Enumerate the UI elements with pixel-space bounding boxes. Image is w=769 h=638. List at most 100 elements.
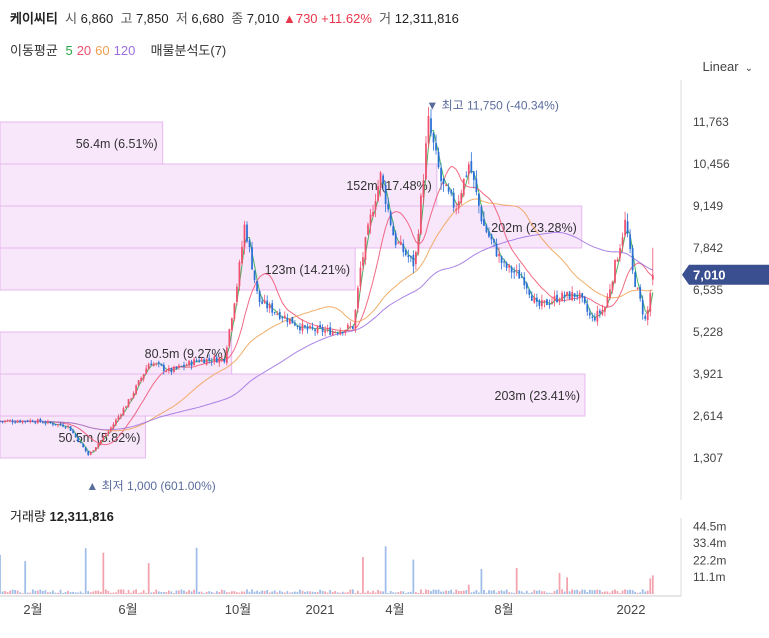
- candle: [614, 259, 616, 284]
- volume-bar: [36, 590, 39, 594]
- candle: [299, 322, 301, 334]
- volume-bar: [447, 590, 450, 594]
- candle: [346, 322, 349, 331]
- candle: [414, 250, 417, 270]
- volume-bar: [583, 589, 586, 594]
- candle: [122, 406, 125, 416]
- volume-chart[interactable]: 44.5m 33.4m 22.2m 11.1m 2월 6월 10월 2021 4월 8월 2022: [0, 518, 769, 638]
- volume-bar: [0, 554, 1, 594]
- open-label: 시: [65, 11, 78, 26]
- candle: [102, 435, 105, 442]
- volume-bar: [609, 592, 611, 594]
- volume-bar: [147, 563, 150, 594]
- volume-bar: [137, 593, 140, 594]
- candle: [359, 261, 362, 292]
- candle: [621, 232, 624, 252]
- candle: [349, 321, 352, 329]
- candle: [306, 323, 309, 334]
- volume-bar: [533, 590, 536, 594]
- volume-bar: [296, 591, 299, 594]
- volume-bar: [283, 592, 286, 594]
- candle: [210, 357, 213, 366]
- candle: [170, 367, 173, 376]
- candle: [488, 227, 490, 239]
- candle: [31, 419, 34, 423]
- candle: [304, 324, 306, 330]
- volume-bar: [256, 590, 258, 594]
- volume-bar: [299, 589, 301, 594]
- scale-dropdown[interactable]: Linear ⌄: [702, 59, 753, 74]
- candle: [435, 134, 437, 155]
- candle: [203, 357, 206, 364]
- volume-bar: [49, 592, 52, 594]
- volume-bar: [374, 592, 377, 594]
- volume-bar: [286, 591, 289, 594]
- volume-bar: [505, 589, 508, 594]
- candle: [314, 327, 316, 336]
- candle: [150, 360, 153, 366]
- y-tick-label: 5,228: [693, 325, 723, 339]
- candle: [316, 324, 319, 335]
- volume-bar: [346, 592, 349, 594]
- candle: [107, 429, 110, 437]
- candle: [636, 287, 639, 290]
- ma-periods: 5 20 60 120: [65, 43, 139, 58]
- ma-period-60: 60: [95, 43, 110, 58]
- volume-bar: [178, 590, 180, 594]
- candle: [450, 189, 453, 197]
- candle: [548, 299, 551, 309]
- volume-bar: [200, 591, 203, 594]
- price-chart[interactable]: 56.4m (6.51%)152m (17.48%)202m (23.28%)1…: [0, 80, 769, 580]
- volume-bar: [573, 590, 576, 594]
- candle: [185, 363, 188, 366]
- volume-bar: [508, 592, 511, 594]
- volume-bar: [47, 592, 49, 594]
- candle: [147, 362, 150, 370]
- volume-bar: [294, 591, 296, 594]
- volume-bar: [377, 589, 379, 594]
- candle: [190, 359, 193, 370]
- volume-bar: [596, 589, 599, 594]
- ma-period-5: 5: [65, 43, 73, 58]
- candle: [493, 238, 495, 248]
- volume-profile-bar: [0, 205, 583, 249]
- volume-bar: [16, 590, 19, 594]
- candle: [377, 179, 379, 202]
- volume-bar: [198, 591, 200, 594]
- volume-bar: [382, 591, 384, 594]
- candle: [97, 442, 100, 449]
- candle: [367, 222, 369, 236]
- candle: [412, 250, 415, 274]
- candle: [440, 163, 442, 191]
- candle: [427, 107, 430, 149]
- volume-bar: [490, 590, 493, 594]
- volume-bar: [397, 592, 400, 594]
- volume-bar: [180, 589, 183, 594]
- volume-bar: [122, 589, 125, 594]
- candle: [525, 281, 528, 295]
- open-value: 6,860: [80, 11, 114, 26]
- volume-bar: [616, 591, 619, 594]
- candle: [160, 363, 163, 367]
- volume-bar: [29, 592, 32, 594]
- moving-average-legend[interactable]: 이동평균 5 20 60 120 매물분석도(7): [10, 40, 230, 59]
- volume-bar: [467, 584, 470, 594]
- volume-bar: [218, 592, 221, 594]
- x-tick-label: 6월: [118, 602, 137, 617]
- volume-bar: [273, 590, 276, 594]
- candle: [374, 193, 377, 218]
- volume-bar: [339, 592, 342, 594]
- candle: [399, 235, 402, 246]
- candle: [495, 238, 498, 258]
- candle: [576, 290, 579, 301]
- volume-bar: [39, 589, 42, 594]
- volume-bar: [115, 592, 117, 594]
- volume-bar: [34, 590, 37, 594]
- volume-bar: [359, 592, 362, 594]
- volume-bar: [523, 592, 526, 594]
- candle: [89, 451, 92, 456]
- volume-bar: [231, 591, 233, 594]
- volume-bar: [445, 590, 448, 594]
- change-percent: +11.62%: [321, 11, 372, 26]
- candle: [354, 308, 357, 333]
